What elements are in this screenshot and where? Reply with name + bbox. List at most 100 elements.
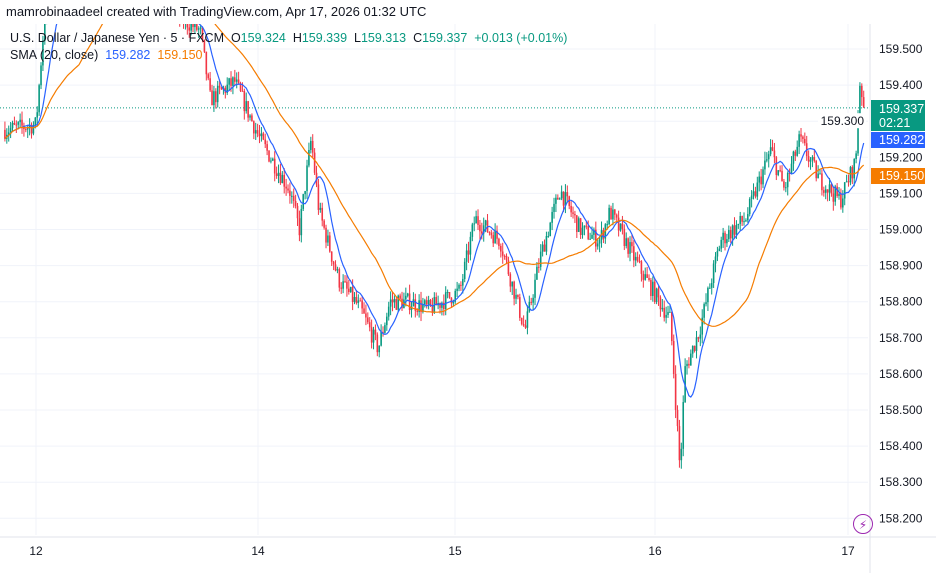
- candle-body: [209, 78, 211, 91]
- candle-body: [564, 192, 567, 206]
- candle-body: [325, 227, 327, 243]
- candle-body: [760, 176, 762, 185]
- candle-body: [617, 217, 620, 231]
- candle-body: [304, 191, 306, 195]
- candle-body: [395, 299, 398, 310]
- candle-body: [621, 223, 624, 229]
- candle-body: [648, 277, 650, 280]
- candle-body: [847, 181, 850, 183]
- change-value: +0.013 (+0.01%): [474, 31, 568, 45]
- candle-body: [141, 0, 143, 2]
- candle-body: [678, 426, 681, 461]
- candle-body: [215, 91, 217, 103]
- candle-body: [843, 182, 846, 199]
- candle-body: [804, 138, 806, 144]
- candle-body: [519, 297, 521, 318]
- candle-body: [190, 24, 192, 31]
- candle-body: [448, 292, 451, 298]
- candle-body: [446, 292, 449, 294]
- candle-body: [194, 24, 196, 28]
- candle-body: [414, 299, 417, 311]
- price-tick-label: 159.500: [879, 42, 923, 56]
- candle-body: [319, 207, 322, 210]
- candle-body: [251, 115, 253, 122]
- symbol-title[interactable]: U.S. Dollar / Japanese Yen · 5 · FXCM: [10, 31, 224, 45]
- lightning-icon[interactable]: ⚡: [853, 514, 873, 534]
- price-tick-label: 158.600: [879, 367, 923, 381]
- candle-body: [294, 200, 297, 206]
- candle-body: [777, 170, 780, 175]
- candle-body: [4, 129, 6, 139]
- candle-body: [338, 269, 341, 288]
- candle-body: [830, 184, 833, 194]
- candle-body: [798, 134, 800, 147]
- candle-body: [551, 211, 553, 223]
- candle-body: [424, 300, 426, 305]
- candle-body: [707, 287, 709, 303]
- time-tick-label: 17: [841, 544, 855, 558]
- candle-body: [245, 101, 248, 112]
- candle-body: [405, 295, 407, 300]
- candle-body: [758, 176, 761, 183]
- candle-body: [587, 226, 590, 240]
- candle-body: [775, 157, 778, 175]
- candle-body: [226, 84, 229, 93]
- candle-body: [733, 225, 736, 235]
- candle-body: [28, 124, 31, 128]
- candle-body: [718, 248, 721, 251]
- candle-body: [25, 129, 27, 131]
- candle-body: [143, 0, 145, 1]
- candle-body: [211, 90, 213, 106]
- candle-body: [481, 231, 483, 234]
- low-value: 159.313: [360, 31, 407, 45]
- candle-body: [703, 304, 705, 318]
- candle-body: [418, 300, 420, 312]
- indicator-title[interactable]: SMA (20, close): [10, 48, 99, 62]
- candle-body: [36, 112, 39, 118]
- candle-body: [435, 297, 438, 306]
- candle-body: [747, 214, 749, 221]
- candle-body: [38, 85, 40, 113]
- candle-body: [577, 218, 580, 232]
- candle-body: [310, 140, 312, 150]
- candle-body: [728, 230, 730, 240]
- candle-body: [644, 274, 647, 280]
- candle-body: [260, 133, 263, 137]
- candle-body: [465, 250, 468, 262]
- candle-body: [815, 161, 818, 179]
- candle-body: [492, 235, 495, 244]
- candle-body: [486, 220, 489, 232]
- candle-body: [300, 208, 303, 236]
- sma-blue-price-label: 159.282: [871, 132, 925, 148]
- candle-body: [42, 40, 44, 66]
- candle-body: [800, 134, 802, 137]
- candle-body: [766, 159, 768, 161]
- sma-blue-line: [4, 24, 865, 398]
- candle-body: [21, 119, 23, 126]
- candle-body: [302, 194, 305, 209]
- candle-body: [612, 209, 614, 220]
- candle-body: [568, 196, 571, 206]
- candle-body: [543, 244, 546, 252]
- candle-body: [186, 24, 189, 28]
- candle-body: [731, 225, 734, 239]
- bar-countdown: 02:21: [879, 116, 911, 130]
- price-tick-label: 158.200: [879, 511, 923, 525]
- candle-body: [589, 238, 591, 240]
- candle-body: [851, 167, 854, 179]
- candle-body: [619, 223, 622, 231]
- candle-body: [566, 192, 569, 197]
- price-tick-backing: [818, 113, 866, 129]
- candle-body: [695, 337, 698, 351]
- candle-body: [792, 151, 795, 164]
- candle-body: [549, 222, 552, 237]
- candle-body: [427, 299, 430, 305]
- price-tick-label: 158.400: [879, 439, 923, 453]
- candle-body: [530, 301, 533, 303]
- candle-body: [128, 0, 130, 1]
- candle-body: [7, 132, 10, 135]
- candle-body: [823, 190, 825, 193]
- candle-body: [539, 251, 542, 267]
- candle-body: [494, 230, 496, 244]
